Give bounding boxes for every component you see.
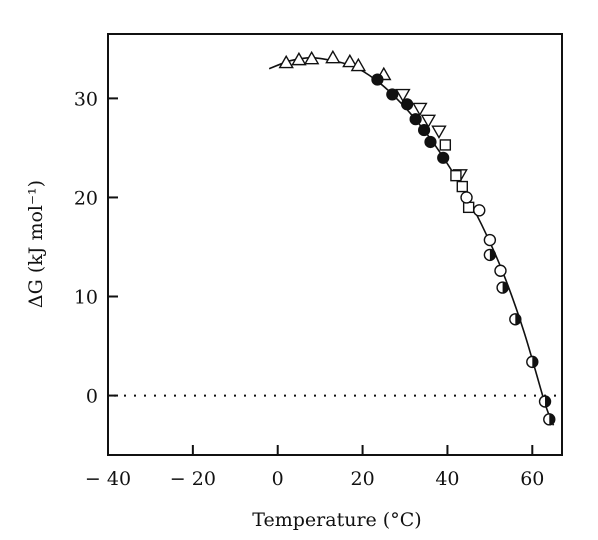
x-tick-label: 40 [435,468,459,490]
y-axis-label: ΔG (kJ mol⁻¹) [25,180,47,308]
data-point-filled-circle [437,151,450,164]
x-tick-label: − 40 [85,468,131,490]
data-point-half-filled-circle [538,395,552,408]
data-point-open-triangle-up [278,54,294,69]
data-point-filled-circle [409,113,422,126]
data-points-layer [278,49,556,426]
y-tick-label: 20 [74,187,98,209]
fit-curve [268,56,555,426]
data-point-half-filled-circle [543,413,556,426]
data-point-open-triangle-down [395,88,411,103]
data-point-filled-circle [424,135,437,149]
data-point-half-filled-circle [483,248,497,262]
data-point-open-triangle-down [420,114,437,129]
data-point-filled-circle [401,98,414,111]
data-point-open-circle [460,191,473,204]
data-point-open-circle [494,264,507,277]
data-point-half-filled-circle [526,355,539,369]
axis-ticks-layer: − 40 − 20 0 20 40 60 0 10 20 30 [74,88,545,490]
y-tick-label: 10 [74,287,98,309]
data-point-open-circle [483,233,497,247]
data-point-open-square [439,139,452,151]
x-tick-label: − 20 [170,468,216,490]
plot-frame [107,33,563,456]
data-point-open-square [462,201,475,214]
data-point-open-triangle-up [325,49,341,64]
data-point-filled-circle [418,123,431,137]
data-point-open-triangle-down [412,102,428,117]
data-point-open-triangle-up [291,51,307,66]
data-point-half-filled-circle [496,281,509,294]
x-tick-label: 20 [350,468,374,490]
data-point-open-square [456,180,468,193]
data-point-half-filled-circle [509,313,522,326]
data-point-open-circle [473,204,486,217]
data-point-filled-circle [386,88,399,101]
data-point-open-square [450,169,462,182]
fit-curve-layer [268,56,555,426]
x-tick-label: 60 [520,468,544,490]
y-tick-label: 30 [74,88,98,110]
data-point-open-triangle-up [342,53,358,68]
x-axis-label: Temperature (°C) [252,509,421,531]
data-point-open-triangle-up [350,57,367,72]
y-tick-label: 0 [86,386,98,408]
data-point-filled-circle [371,73,384,86]
data-point-open-triangle-down [431,125,447,139]
data-point-open-triangle-up [303,50,320,65]
x-tick-label: 0 [272,468,284,490]
